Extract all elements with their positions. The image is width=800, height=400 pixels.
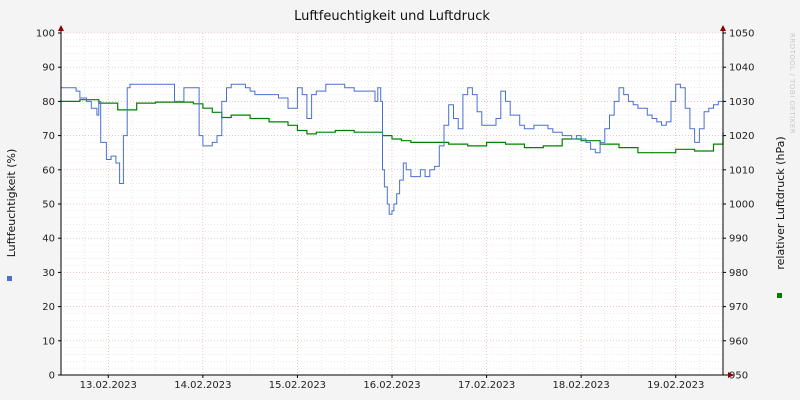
y-right-tick-label: 990 (729, 234, 748, 245)
y-left-tick-label: 100 (36, 29, 55, 40)
legend-swatch-humidity (7, 276, 12, 281)
y-axis-right-label: relativer Luftdruck (hPa) (774, 136, 787, 269)
y-right-tick-label: 1000 (729, 200, 754, 211)
y-axis-left-label: Luftfeuchtigkeit (%) (5, 149, 18, 258)
x-tick-label: 17.02.2023 (458, 380, 515, 391)
y-right-tick-label: 1030 (729, 97, 754, 108)
chart-title: Luftfeuchtigkeit und Luftdruck (294, 9, 490, 24)
y-left-tick-label: 0 (49, 371, 55, 382)
y-left-tick-label: 70 (42, 131, 55, 142)
left-axis-arrow (58, 25, 64, 31)
x-axis-arrow (728, 372, 734, 378)
y-right-tick-label: 970 (729, 302, 748, 313)
y-left-tick-label: 30 (42, 268, 55, 279)
watermark: RRDTOOL / TOBI OETIKER (788, 33, 796, 134)
x-tick-label: 19.02.2023 (647, 380, 704, 391)
y-left-tick-label: 10 (42, 336, 55, 347)
y-right-tick-label: 950 (729, 371, 748, 382)
y-right-tick-label: 1050 (729, 29, 754, 40)
x-tick-label: 14.02.2023 (174, 380, 231, 391)
y-left-tick-label: 50 (42, 200, 55, 211)
y-right-tick-label: 980 (729, 268, 748, 279)
x-tick-label: 16.02.2023 (363, 380, 420, 391)
grid-lines (60, 32, 723, 375)
y-right-tick-label: 1040 (729, 63, 754, 74)
x-tick-label: 18.02.2023 (553, 380, 610, 391)
x-axis-ticks: 13.02.2023 14.02.2023 15.02.2023 16.02.2023… (80, 375, 704, 391)
left-axis-ticks: 0 10 20 30 40 50 60 70 80 90 100 (36, 29, 61, 382)
x-tick-label: 13.02.2023 (80, 380, 137, 391)
y-right-tick-label: 1010 (729, 165, 754, 176)
y-right-tick-label: 960 (729, 336, 748, 347)
y-left-tick-label: 20 (42, 302, 55, 313)
legend-swatch-pressure (777, 293, 782, 298)
y-left-tick-label: 60 (42, 165, 55, 176)
y-left-tick-label: 80 (42, 97, 55, 108)
y-left-tick-label: 40 (42, 234, 55, 245)
y-left-tick-label: 90 (42, 63, 55, 74)
x-tick-label: 15.02.2023 (269, 380, 326, 391)
series-line-humidity (61, 83, 724, 215)
right-axis-arrow (720, 25, 726, 31)
y-right-tick-label: 1020 (729, 131, 754, 142)
right-axis-ticks: 950 960 970 980 990 1000 1010 1020 1030 1040 1050 (723, 29, 754, 382)
